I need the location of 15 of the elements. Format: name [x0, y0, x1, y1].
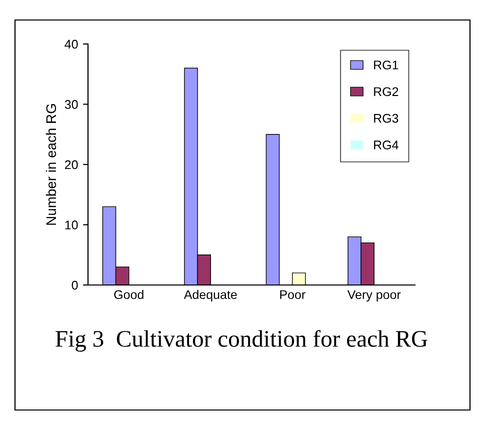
text: Fig 3 Cultivator condition for each RG: [56, 330, 428, 352]
legend-label: RG4: [374, 140, 398, 150]
legend-label: RG1: [374, 60, 398, 70]
y-tick-label: 0: [72, 280, 78, 290]
y-tick-label: 40: [64, 40, 78, 49]
x-tick-label: Poor: [280, 290, 306, 300]
legend-label: RG3: [374, 114, 398, 123]
x-tick-label: Adequate: [184, 290, 237, 302]
y-tick-label: 10: [65, 220, 78, 230]
x-tick-label: Very poor: [347, 290, 401, 302]
y-tick-label: 20: [65, 160, 78, 170]
legend-label: RG2: [374, 87, 398, 96]
x-tick-label: Good: [114, 290, 144, 300]
y-axis-title: Number in each RG: [46, 104, 56, 225]
y-tick-label: 30: [64, 100, 78, 109]
